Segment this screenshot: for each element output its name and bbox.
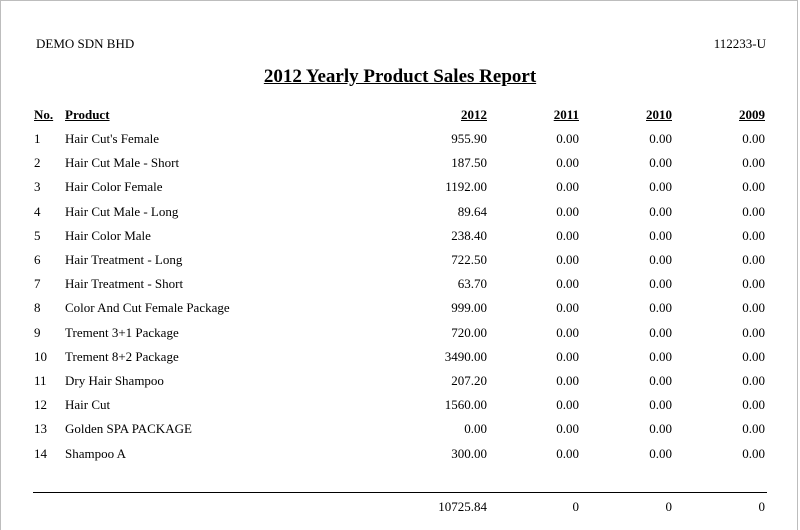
sales-2010: 0.00 [649, 155, 672, 170]
product-name: Hair Cut [65, 397, 111, 412]
sales-2011: 0.00 [556, 252, 579, 267]
sales-2010: 0.00 [649, 179, 672, 194]
sales-2009: 0.00 [742, 155, 765, 170]
row-number: 8 [34, 300, 41, 315]
sales-2012: 0.00 [464, 421, 487, 436]
sales-2009: 0.00 [742, 373, 765, 388]
sales-2012: 89.64 [457, 204, 487, 219]
sales-2012: 207.20 [451, 373, 487, 388]
row-number: 3 [34, 179, 41, 194]
sales-2009: 0.00 [742, 276, 765, 291]
sales-2011: 0.00 [556, 325, 579, 340]
sales-2009: 0.00 [742, 131, 765, 146]
sales-2011: 0.00 [556, 204, 579, 219]
product-name: Hair Color Female [65, 179, 163, 194]
column-header-2009: 2009 [739, 107, 765, 122]
row-number: 1 [34, 131, 41, 146]
sales-2009: 0.00 [742, 446, 765, 461]
sales-2010: 0.00 [649, 276, 672, 291]
sales-2011: 0.00 [556, 276, 579, 291]
product-name: Hair Treatment - Long [65, 252, 183, 267]
sales-2009: 0.00 [742, 252, 765, 267]
product-name: Hair Cut Male - Long [65, 204, 179, 219]
sales-2012: 3490.00 [444, 349, 487, 364]
row-number: 5 [34, 228, 41, 243]
sales-2009: 0.00 [742, 228, 765, 243]
sales-2010: 0.00 [649, 373, 672, 388]
sales-2009: 0.00 [742, 300, 765, 315]
column-header-no: No. [34, 107, 54, 122]
sales-2012: 955.90 [451, 131, 487, 146]
sales-2010: 0.00 [649, 349, 672, 364]
sales-2011: 0.00 [556, 179, 579, 194]
sales-2011: 0.00 [556, 421, 579, 436]
sales-2010: 0.00 [649, 421, 672, 436]
product-name: Hair Treatment - Short [65, 276, 184, 291]
sales-2011: 0.00 [556, 446, 579, 461]
sales-2011: 0.00 [556, 373, 579, 388]
sales-2012: 1192.00 [445, 179, 487, 194]
sales-2010: 0.00 [649, 228, 672, 243]
product-name: Hair Cut's Female [65, 131, 160, 146]
sales-2011: 0.00 [556, 349, 579, 364]
product-name: Hair Color Male [65, 228, 151, 243]
product-name: Color And Cut Female Package [65, 300, 230, 315]
product-name: Shampoo A [65, 446, 127, 461]
product-name: Golden SPA PACKAGE [65, 421, 192, 436]
total-2011: 0 [572, 499, 580, 514]
row-number: 12 [34, 397, 47, 412]
column-header-product: Product [65, 107, 110, 122]
row-number: 4 [34, 204, 41, 219]
column-header-2011: 2011 [553, 107, 579, 122]
sales-2012: 63.70 [457, 276, 487, 291]
product-name: Trement 8+2 Package [65, 349, 179, 364]
sales-2010: 0.00 [649, 300, 672, 315]
sales-2011: 0.00 [556, 300, 579, 315]
total-2009: 0 [758, 499, 766, 514]
sales-2010: 0.00 [649, 204, 672, 219]
row-number: 6 [34, 252, 41, 267]
sales-2009: 0.00 [742, 325, 765, 340]
company-name: DEMO SDN BHD [36, 36, 135, 51]
sales-2009: 0.00 [742, 204, 765, 219]
sales-2012: 722.50 [451, 252, 487, 267]
row-number: 13 [34, 421, 47, 436]
sales-2012: 187.50 [451, 155, 487, 170]
row-number: 9 [34, 325, 41, 340]
report-title: 2012 Yearly Product Sales Report [263, 66, 537, 87]
row-number: 2 [34, 155, 41, 170]
row-number: 11 [34, 373, 47, 388]
total-2012: 10725.84 [438, 499, 487, 514]
product-name: Dry Hair Shampoo [65, 373, 164, 388]
product-name: Trement 3+1 Package [65, 325, 179, 340]
registration-number: 112233-U [713, 36, 766, 51]
sales-2011: 0.00 [556, 131, 579, 146]
sales-2010: 0.00 [649, 325, 672, 340]
sales-2009: 0.00 [742, 349, 765, 364]
row-number: 10 [34, 349, 47, 364]
sales-2009: 0.00 [742, 179, 765, 194]
total-2010: 0 [665, 499, 673, 514]
column-header-2010: 2010 [646, 107, 672, 122]
sales-2012: 999.00 [451, 300, 487, 315]
sales-2010: 0.00 [649, 446, 672, 461]
sales-2012: 300.00 [451, 446, 487, 461]
row-number: 14 [34, 446, 47, 461]
sales-2012: 720.00 [451, 325, 487, 340]
product-name: Hair Cut Male - Short [65, 155, 180, 170]
sales-2011: 0.00 [556, 228, 579, 243]
sales-2009: 0.00 [742, 397, 765, 412]
row-number: 7 [34, 276, 41, 291]
sales-2009: 0.00 [742, 421, 765, 436]
column-header-2012: 2012 [461, 107, 487, 122]
total-divider [33, 492, 767, 493]
sales-2012: 238.40 [451, 228, 487, 243]
sales-2011: 0.00 [556, 397, 579, 412]
sales-2010: 0.00 [649, 131, 672, 146]
sales-2010: 0.00 [649, 252, 672, 267]
sales-2010: 0.00 [649, 397, 672, 412]
sales-2011: 0.00 [556, 155, 579, 170]
sales-2012: 1560.00 [444, 397, 487, 412]
